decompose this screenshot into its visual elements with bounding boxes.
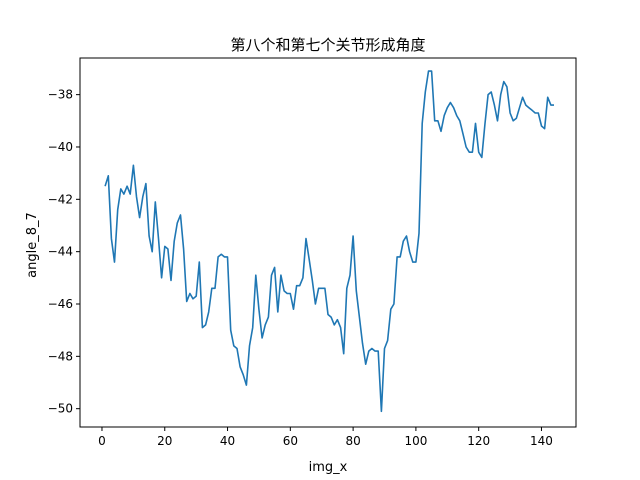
- x-axis-label: img_x: [309, 460, 348, 475]
- y-tick-label: −50: [48, 402, 73, 416]
- x-tick-label: 80: [345, 434, 360, 448]
- x-tick-label: 40: [220, 434, 235, 448]
- y-tick-label: −40: [48, 140, 73, 154]
- y-tick-label: −44: [48, 245, 73, 259]
- series-line: [104, 70, 554, 413]
- series-layer: [104, 70, 554, 413]
- y-tick-label: −42: [48, 192, 73, 206]
- x-tick-label: 60: [283, 434, 298, 448]
- x-tick-label: 120: [467, 434, 490, 448]
- y-axis-ticks: −50 −48 −46 −44 −42 −40 −38: [48, 88, 80, 416]
- y-tick-label: −48: [48, 349, 73, 363]
- x-tick-label: 100: [404, 434, 427, 448]
- y-tick-label: −38: [48, 88, 73, 102]
- y-axis-label: angle_8_7: [25, 212, 40, 278]
- chart-title: 第八个和第七个关节形成角度: [230, 36, 425, 54]
- plot-frame: [79, 57, 577, 428]
- plot-area: [80, 58, 576, 427]
- x-tick-label: 20: [157, 434, 172, 448]
- x-tick-label: 0: [98, 434, 106, 448]
- x-tick-label: 140: [530, 434, 553, 448]
- y-tick-label: −46: [48, 297, 73, 311]
- x-axis-ticks: 0 20 40 60 80 100 120 140: [98, 427, 553, 448]
